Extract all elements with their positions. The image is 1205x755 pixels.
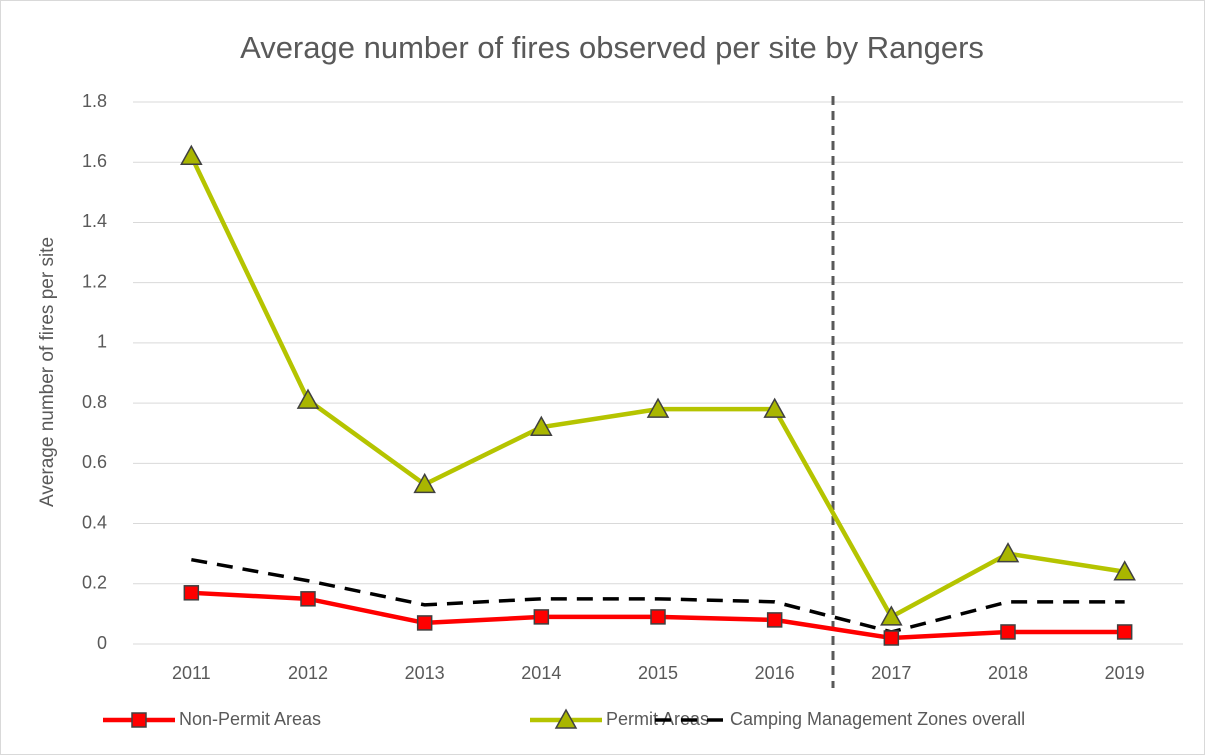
y-tick-label: 1.8 [82, 91, 107, 111]
y-tick-label: 1.2 [82, 271, 107, 291]
marker [533, 609, 550, 625]
y-tick-label: 1.6 [82, 151, 107, 171]
marker [1116, 624, 1133, 640]
marker [996, 542, 1020, 563]
marker [183, 585, 200, 601]
marker [180, 144, 203, 165]
y-tick-label: 1.4 [82, 211, 107, 231]
legend-label: Camping Management Zones overall [730, 709, 1025, 729]
marker [296, 388, 320, 409]
marker [300, 591, 316, 607]
x-tick-label: 2015 [638, 663, 678, 683]
series-line [191, 557, 1125, 634]
x-tick-label: 2017 [871, 663, 911, 683]
marker [416, 615, 433, 631]
x-tick-label: 2019 [1105, 663, 1145, 683]
marker [766, 612, 783, 628]
marker [883, 630, 900, 646]
y-tick-label: 0.4 [82, 512, 107, 532]
x-tick-label: 2018 [988, 663, 1028, 683]
legend-label: Non-Permit Areas [179, 709, 321, 729]
marker [530, 415, 553, 436]
y-tick-label: 1 [97, 332, 107, 352]
marker [131, 712, 147, 728]
x-tick-label: 2016 [755, 663, 795, 683]
chart-title: Average number of fires observed per sit… [240, 30, 984, 65]
marker [650, 609, 666, 625]
marker [646, 397, 670, 418]
marker [1113, 560, 1136, 581]
y-tick-label: 0.6 [82, 452, 107, 472]
y-tick-label: 0.2 [82, 573, 107, 593]
x-tick-label: 2011 [172, 663, 211, 683]
x-tick-label: 2014 [521, 663, 561, 683]
marker [880, 605, 903, 626]
y-axis-label: Average number of fires per site [37, 237, 58, 507]
marker [554, 708, 578, 729]
marker [763, 397, 786, 418]
y-tick-label: 0.8 [82, 392, 107, 412]
y-tick-label: 0 [97, 633, 107, 653]
marker [1000, 624, 1016, 640]
x-tick-label: 2013 [405, 663, 445, 683]
x-tick-label: 2012 [288, 663, 328, 683]
marker [413, 472, 436, 494]
